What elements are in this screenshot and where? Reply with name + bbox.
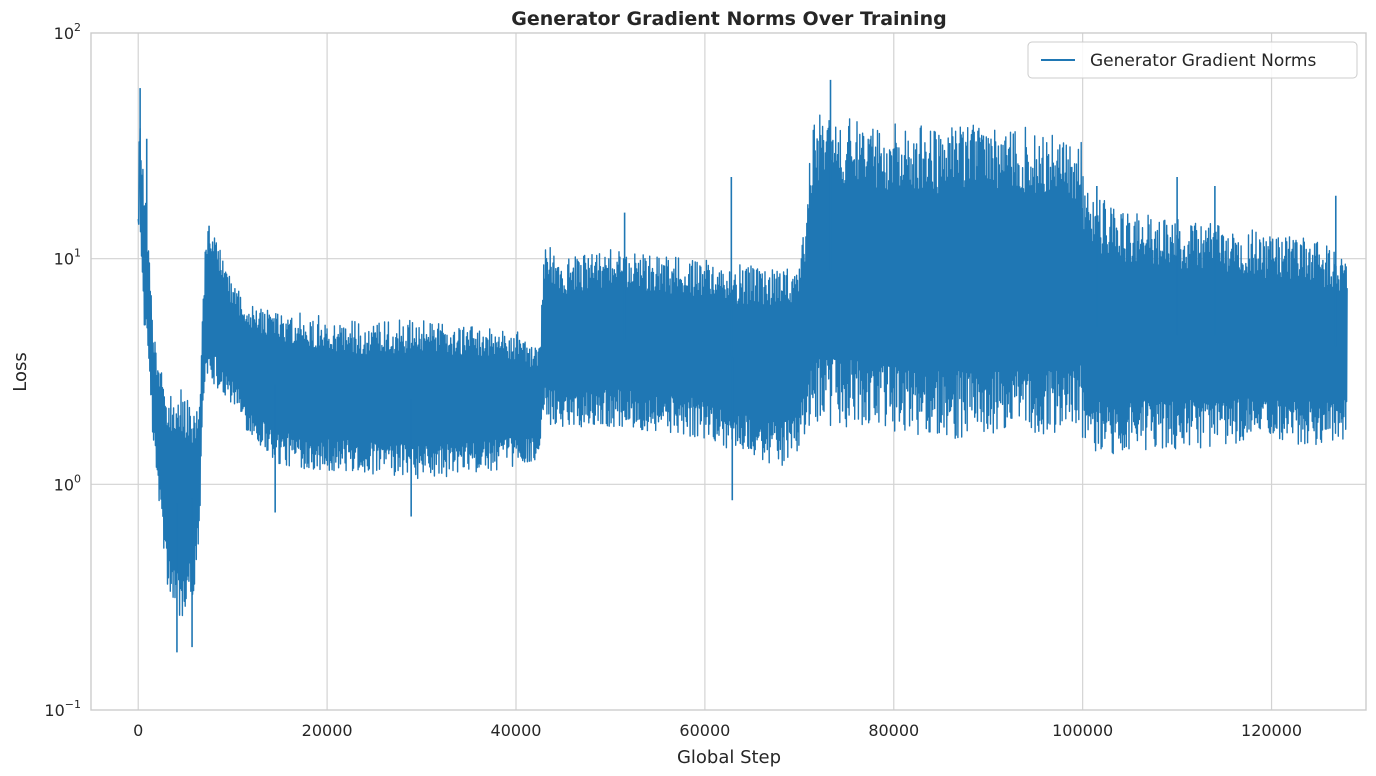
x-axis-label: Global Step [677,747,781,768]
y-tick-base: 10 [44,701,64,720]
y-tick-base: 10 [54,475,74,494]
legend-box [1027,41,1358,79]
y-tick-exponent: 1 [74,247,81,260]
y-tick-label: 100 [54,472,81,494]
y-tick-label: 101 [54,247,81,269]
chart-title: Generator Gradient Norms Over Training [511,8,946,30]
x-tick-label: 80000 [868,721,919,740]
y-tick-exponent: 0 [74,472,81,485]
y-tick-label: 10−1 [44,698,81,720]
legend: Generator Gradient Norms [1027,41,1358,79]
y-tick-base: 10 [54,250,74,269]
y-tick-label: 102 [54,21,81,43]
series-layer [137,79,1348,653]
series-line [137,114,1348,617]
y-tick-exponent: −1 [65,698,81,711]
y-tick-base: 10 [54,24,74,43]
x-tick-label: 20000 [302,721,353,740]
y-axis-label: Loss [10,352,31,391]
y-tick-exponent: 2 [74,21,81,34]
legend-label: Generator Gradient Norms [1090,51,1316,71]
x-tick-label: 100000 [1052,721,1113,740]
x-tick-label: 0 [133,721,143,740]
x-tick-label: 40000 [491,721,542,740]
x-tick-label: 60000 [679,721,730,740]
plot-frame [90,32,1367,711]
x-tick-label: 120000 [1241,721,1302,740]
tick-layer: 0 20000 40000 60000 80000 100000 12000010−1100… [44,21,1302,740]
